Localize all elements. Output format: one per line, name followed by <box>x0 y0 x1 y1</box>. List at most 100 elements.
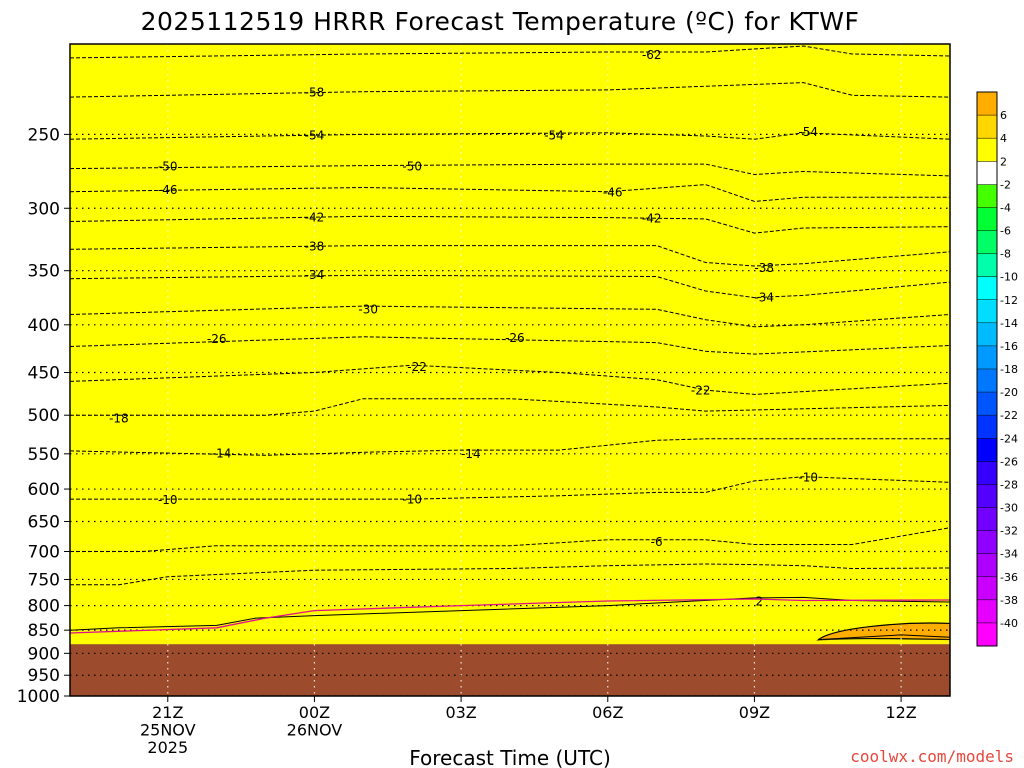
contour-label: -14 <box>461 447 481 461</box>
contour-line <box>70 563 950 586</box>
colorbar-swatch <box>977 369 997 393</box>
colorbar-swatch <box>977 415 997 439</box>
contour-line <box>70 364 950 395</box>
colorbar-swatch <box>977 622 997 647</box>
colorbar-label: -34 <box>1000 548 1018 561</box>
contour-label: -58 <box>305 86 325 100</box>
y-tick-label: 500 <box>28 406 60 426</box>
colorbar-label: -30 <box>1000 502 1018 515</box>
y-tick-label: 350 <box>28 262 60 282</box>
colorbar-swatch <box>977 322 997 347</box>
ground-fill <box>70 644 950 696</box>
x-tick-label: 06Z <box>592 703 623 722</box>
contour-label: -6 <box>651 535 663 549</box>
colorbar-label: -14 <box>1000 317 1018 330</box>
colorbar-label: 6 <box>1000 109 1007 122</box>
contour-line <box>817 634 950 641</box>
contour-line <box>70 476 950 500</box>
contour-label: -42 <box>642 212 662 226</box>
colorbar-label: -20 <box>1000 386 1018 399</box>
colorbar-label: -38 <box>1000 594 1018 607</box>
colorbar-swatch <box>977 599 997 624</box>
colorbar-swatch <box>977 184 997 208</box>
contour-label: -14 <box>212 446 232 460</box>
colorbar-label: -2 <box>1000 178 1011 191</box>
y-tick-label: 750 <box>28 570 60 590</box>
contour-line <box>70 438 950 456</box>
x-tick-label: 09Z <box>739 703 770 722</box>
colorbar-label: -8 <box>1000 248 1011 261</box>
y-tick-label: 550 <box>28 445 60 465</box>
colorbar-label: -4 <box>1000 201 1011 214</box>
contour-line <box>70 305 950 328</box>
x-tick-label: 25NOV <box>140 721 196 740</box>
contour-line <box>70 82 950 98</box>
contour-label: -10 <box>158 493 178 507</box>
contour-line <box>70 132 950 140</box>
freezing-line <box>70 598 950 634</box>
contour-line <box>70 163 950 177</box>
y-tick-label: 250 <box>28 125 60 145</box>
colorbar-label: -6 <box>1000 225 1011 238</box>
colorbar-swatch <box>977 484 997 508</box>
colorbar-swatch <box>977 507 997 532</box>
y-tick-label: 700 <box>28 543 60 563</box>
colorbar-label: -12 <box>1000 294 1018 307</box>
contour-label: 2 <box>756 595 764 609</box>
contour-label: -22 <box>691 383 711 397</box>
colorbar-label: -28 <box>1000 478 1018 491</box>
grid <box>70 44 950 696</box>
colorbar-swatch <box>977 207 997 231</box>
y-tick-label: 1000 <box>17 687 60 707</box>
y-tick-label: 450 <box>28 364 60 384</box>
contour-line <box>70 398 950 416</box>
contour-label: -54 <box>798 125 818 139</box>
colorbar-swatch <box>977 115 997 139</box>
band-fill <box>118 639 950 645</box>
contour-label: -46 <box>603 186 623 200</box>
colorbar-label: -24 <box>1000 432 1018 445</box>
colorbar-swatch <box>977 299 997 324</box>
colorbar-swatch <box>977 438 997 462</box>
y-tick-label: 950 <box>28 666 60 686</box>
contour-label: -62 <box>642 48 662 62</box>
colorbar-label: 4 <box>1000 132 1007 145</box>
contour-line <box>70 45 950 59</box>
contour-label: -46 <box>158 183 178 197</box>
y-tick-label: 800 <box>28 597 60 617</box>
contour-label: -10 <box>402 492 422 506</box>
x-axis-label: Forecast Time (UTC) <box>409 746 611 768</box>
colorbar-label: -22 <box>1000 409 1018 422</box>
colorbar: -40-38-36-34-32-30-28-26-24-22-20-18-16-… <box>976 91 1018 647</box>
contour-line <box>70 245 950 267</box>
plot-area: -62-58-54 -54 -54-50 -50-46 -46-42 -42-38-38-… <box>69 43 951 697</box>
colorbar-swatch <box>977 230 997 255</box>
x-tick-label: 00Z <box>299 703 330 722</box>
y-tick-label: 650 <box>28 512 60 532</box>
contour-line <box>70 274 950 299</box>
contour-label: -10 <box>798 471 818 485</box>
x-tick-label: 26NOV <box>287 721 343 740</box>
y-axis: 250 300 350 400 450 500 550 600 650 700 750 800 850 9… <box>17 125 70 707</box>
colorbar-swatch <box>977 530 997 555</box>
chart-title: 2025112519 HRRR Forecast Temperature (ºC… <box>141 7 860 36</box>
y-tick-label: 850 <box>28 621 60 641</box>
credit-text: coolwx.com/models <box>850 747 1014 766</box>
colorbar-label: -26 <box>1000 455 1018 468</box>
y-tick-label: 600 <box>28 480 60 500</box>
colorbar-swatch <box>977 553 997 578</box>
contour-label: -38 <box>305 240 325 254</box>
contour-label: -22 <box>407 360 427 374</box>
colorbar-label: -18 <box>1000 363 1018 376</box>
colorbar-label: -10 <box>1000 271 1018 284</box>
contour-line <box>70 527 950 552</box>
contour-label: -50 <box>158 160 178 174</box>
colorbar-swatch <box>977 461 997 485</box>
contour-label: -34 <box>754 290 774 304</box>
x-tick-label: 03Z <box>445 703 476 722</box>
colorbar-swatch <box>977 253 997 278</box>
contour-label: -26 <box>505 331 525 345</box>
colorbar-swatch <box>977 345 997 370</box>
contour-label: -50 <box>402 160 422 174</box>
